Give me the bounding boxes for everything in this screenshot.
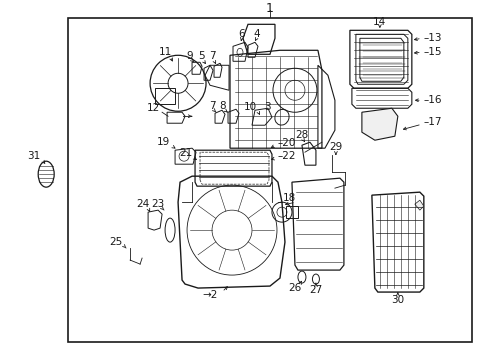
Text: 30: 30 xyxy=(390,295,404,305)
Text: –15: –15 xyxy=(423,47,442,57)
Text: 4: 4 xyxy=(253,29,260,39)
Text: –13: –13 xyxy=(423,33,442,43)
Bar xyxy=(68,18,471,342)
Text: 8: 8 xyxy=(219,101,226,111)
Text: –16: –16 xyxy=(423,95,442,105)
Text: 1: 1 xyxy=(265,2,273,15)
Text: 25: 25 xyxy=(109,237,122,247)
Text: 23: 23 xyxy=(151,199,164,209)
Polygon shape xyxy=(414,200,423,210)
Text: 7: 7 xyxy=(208,101,215,111)
Text: –20: –20 xyxy=(277,138,296,148)
Text: 18: 18 xyxy=(282,193,295,203)
Text: 31: 31 xyxy=(27,151,41,161)
Text: 6: 6 xyxy=(238,29,245,39)
Text: 5: 5 xyxy=(197,51,204,61)
Text: –22: –22 xyxy=(277,151,296,161)
Text: →2: →2 xyxy=(202,290,218,300)
Text: 11: 11 xyxy=(158,47,171,57)
Text: –17: –17 xyxy=(423,117,442,127)
Polygon shape xyxy=(361,108,397,140)
Text: 14: 14 xyxy=(372,17,386,27)
Text: 7: 7 xyxy=(208,51,215,61)
Text: 21: 21 xyxy=(179,148,192,158)
Text: 12: 12 xyxy=(146,103,160,113)
Bar xyxy=(285,206,297,218)
Text: 3: 3 xyxy=(264,102,270,112)
Text: 9: 9 xyxy=(186,51,193,61)
Text: 26: 26 xyxy=(288,283,301,293)
Text: 19: 19 xyxy=(157,137,170,147)
Text: 29: 29 xyxy=(328,142,342,152)
Text: 28: 28 xyxy=(295,130,308,140)
Text: 24: 24 xyxy=(136,199,149,209)
Text: 10: 10 xyxy=(244,102,257,112)
Text: 27: 27 xyxy=(309,285,322,295)
